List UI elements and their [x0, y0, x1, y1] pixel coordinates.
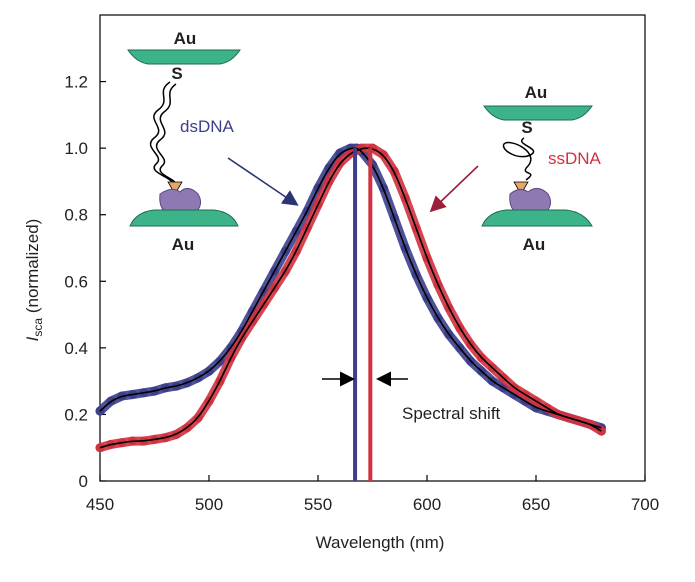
- dsdna-s-label: S: [171, 64, 182, 83]
- y-axis-title-main: I: [23, 336, 42, 341]
- x-axis-title: Wavelength (nm): [316, 533, 445, 552]
- dsdna-schematic: Au S Au dsDNA: [127, 29, 299, 254]
- ssdna-bottom-electrode: [481, 209, 593, 227]
- y-tick-label-0: 0: [79, 472, 88, 491]
- x-tick-label-5: 700: [631, 495, 659, 514]
- series-layer: [95, 143, 606, 453]
- spectral-shift-label: Spectral shift: [402, 404, 501, 423]
- series-ssDNA-point-26: [378, 150, 388, 160]
- y-tick-label-2: 0.4: [64, 339, 88, 358]
- ssdna-top-au-label: Au: [525, 83, 548, 102]
- y-tick-label-3: 0.6: [64, 272, 88, 291]
- ssdna-s-label: S: [521, 118, 532, 137]
- plot-frame: [99, 14, 646, 482]
- y-tick-label-6: 1.2: [64, 73, 88, 92]
- ssdna-strand: [502, 137, 535, 181]
- x-tick-label-0: 450: [86, 495, 114, 514]
- dsdna-label: dsDNA: [180, 117, 235, 136]
- y-axis-title: Isca (normalized): [23, 219, 45, 342]
- dsdna-top-au-label: Au: [174, 29, 197, 48]
- y-tick-label-4: 0.8: [64, 206, 88, 225]
- dsdna-protein-tip: [167, 181, 183, 195]
- y-axis-title-rest: (normalized): [23, 219, 42, 318]
- x-tick-label-2: 550: [304, 495, 332, 514]
- ssdna-bottom-au-label: Au: [523, 235, 546, 254]
- y-tick-label-1: 0.2: [64, 405, 88, 424]
- dsdna-bottom-electrode: [129, 209, 239, 227]
- dsdna-top-electrode: [127, 49, 241, 65]
- y-tick-label-5: 1.0: [64, 139, 88, 158]
- dsdna-helix-strand-2: [155, 83, 177, 185]
- series-ssDNA-fit-line: [99, 147, 602, 449]
- x-tick-label-3: 600: [413, 495, 441, 514]
- peak-markers: [353, 148, 373, 481]
- dsdna-pointer-arrow: [227, 157, 299, 206]
- ssdna-top-electrode: [483, 105, 593, 121]
- x-tick-label-4: 650: [522, 495, 550, 514]
- series-dsDNA-fit-line: [99, 147, 602, 429]
- y-axis-title-sub: sca: [31, 318, 45, 337]
- dsdna-bottom-au-label: Au: [172, 235, 195, 254]
- dsdna-helix-strand-1: [149, 81, 173, 183]
- axis-ticks: 450 500 550 600 650 700 0 0.2 0.4 0.6 0.8 1.0 1.2: [64, 73, 659, 514]
- ssdna-protein-tip: [513, 181, 529, 195]
- ssdna-label: ssDNA: [548, 149, 602, 168]
- ssdna-schematic: Au S Au ssDNA: [429, 83, 602, 254]
- ssdna-pointer-arrow: [429, 165, 479, 213]
- x-tick-label-1: 500: [195, 495, 223, 514]
